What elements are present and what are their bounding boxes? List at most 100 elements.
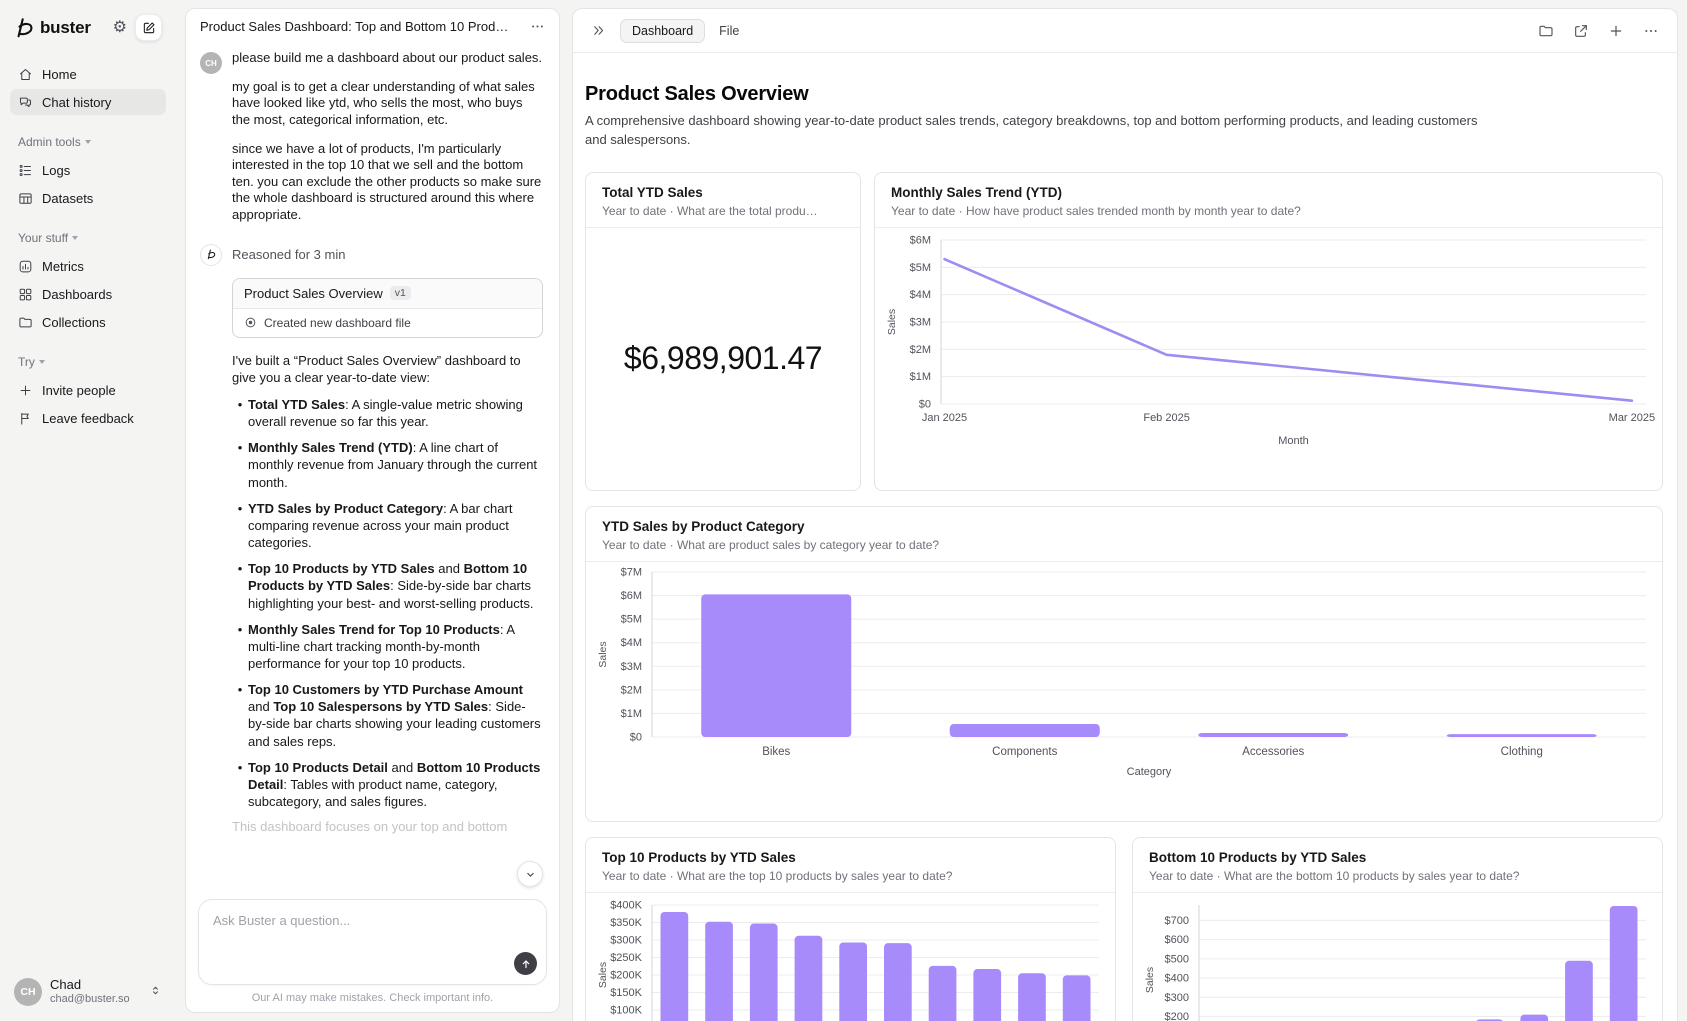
svg-text:$350K: $350K: [610, 917, 642, 929]
svg-text:Jan 2025: Jan 2025: [922, 412, 967, 424]
total-ytd-sales-card: Total YTD Sales Year to date · What are …: [585, 171, 861, 491]
svg-text:$700: $700: [1165, 915, 1189, 927]
message-paragraph: please build me a dashboard about our pr…: [232, 50, 543, 65]
chat-menu-button[interactable]: [530, 19, 545, 34]
main-toolbar: Dashboard File: [573, 9, 1677, 53]
total-ytd-sales-value: $6,989,901.47: [623, 340, 823, 377]
sidebar-item-label: Chat history: [42, 94, 112, 110]
card-subtitle: Year to date · What are product sales by…: [602, 538, 940, 553]
sidebar-item-home[interactable]: Home: [10, 61, 166, 87]
add-icon[interactable]: [1608, 23, 1624, 39]
sidebar-item-collections[interactable]: Collections: [10, 309, 166, 335]
more-options-icon[interactable]: [1643, 23, 1659, 39]
arrow-up-icon: [522, 959, 529, 968]
scroll-fade: [186, 847, 559, 893]
settings-gear-icon[interactable]: ⚙: [112, 18, 127, 36]
chat-bullet-item: • Monthly Sales Trend (YTD): A line chart…: [237, 440, 538, 490]
sidebar-item-chat-history[interactable]: Chat history: [10, 89, 166, 115]
svg-text:$2M: $2M: [910, 344, 931, 356]
sidebar-item-dashboards[interactable]: Dashboards: [10, 281, 166, 307]
new-chat-button[interactable]: [135, 14, 162, 41]
sidebar-item-datasets[interactable]: Datasets: [10, 185, 166, 211]
ytd-sales-by-category-card: YTD Sales by Product Category Year to da…: [585, 505, 1663, 822]
main-panel: Dashboard File Product Sales Overview A …: [572, 8, 1678, 1021]
logo-text: buster: [40, 17, 91, 37]
chat-panel: Product Sales Dashboard: Top and Bottom …: [185, 8, 560, 1013]
chat-bullet-item: • Top 10 Customers by YTD Purchase Amount…: [237, 682, 541, 749]
assistant-fading-text: This dashboard focuses on your top and b…: [232, 819, 508, 835]
chat-scroll-area[interactable]: CH please build me a dashboard about our…: [186, 42, 559, 893]
message-paragraph: since we have a lot of products, I'm par…: [232, 140, 542, 223]
sidebar-item-label: Invite people: [42, 382, 116, 398]
dashboard-file-card[interactable]: Product Sales Overview v1 Created new da…: [232, 277, 543, 338]
home-icon: [18, 67, 33, 82]
sidebar: buster ⚙ Home Chat history Admin tools Log…: [0, 0, 176, 1021]
svg-text:$200K: $200K: [610, 970, 642, 982]
section-header[interactable]: Admin tools: [10, 135, 166, 149]
svg-text:Bikes: Bikes: [762, 746, 790, 758]
svg-text:$200: $200: [1165, 1011, 1189, 1021]
svg-text:$100K: $100K: [610, 1005, 642, 1017]
svg-text:$2M: $2M: [621, 685, 642, 697]
monthly-sales-trend-card: Monthly Sales Trend (YTD) Year to date ·…: [874, 171, 1663, 491]
sidebar-item-label: Leave feedback: [42, 410, 134, 426]
svg-text:Feb 2025: Feb 2025: [1143, 412, 1189, 424]
svg-text:Sales: Sales: [597, 642, 609, 668]
section-header[interactable]: Try: [10, 355, 166, 369]
version-badge: v1: [389, 286, 411, 301]
reasoning-row[interactable]: Reasoned for 3 min: [200, 243, 543, 266]
collapse-sidebar-icon[interactable]: [591, 23, 606, 38]
svg-text:Mar 2025: Mar 2025: [1609, 412, 1655, 424]
chat-bullet-item: • Top 10 Products Detail and Bottom 10 Pr…: [237, 759, 541, 810]
scroll-to-bottom-button[interactable]: [517, 861, 543, 887]
user-name: Chad: [50, 977, 82, 992]
svg-text:$7M: $7M: [621, 567, 642, 579]
tab-file[interactable]: File: [719, 23, 740, 38]
sidebar-item-logs[interactable]: Logs: [10, 157, 166, 183]
message-paragraph: my goal is to get a clear understanding …: [232, 78, 535, 127]
datasets-icon: [18, 191, 33, 206]
share-icon[interactable]: [1573, 23, 1589, 39]
logs-icon: [18, 163, 33, 178]
reasoning-label: Reasoned for 3 min: [232, 247, 346, 263]
sidebar-item-label: Logs: [42, 162, 71, 178]
svg-text:$6M: $6M: [621, 590, 642, 602]
folder-icon[interactable]: [1538, 23, 1554, 39]
sidebar-top: buster ⚙ Home Chat history Admin tools Log…: [10, 10, 166, 433]
chevron-up-down-icon: [149, 984, 162, 1000]
svg-text:$300: $300: [1165, 992, 1189, 1004]
sidebar-section-admin-tools: Admin tools Logs Datasets: [10, 135, 166, 211]
avatar: CH: [14, 978, 42, 1006]
chat-input[interactable]: Ask Buster a question...: [198, 899, 547, 985]
sidebar-item-leave-feedback[interactable]: Leave feedback: [10, 405, 166, 431]
svg-text:Sales: Sales: [886, 309, 898, 335]
buster-logo-icon: [200, 243, 222, 266]
sidebar-item-label: Metrics: [42, 258, 84, 274]
dashboards-icon: [18, 287, 33, 302]
caret-down-icon: [72, 236, 79, 240]
assistant-bullet-list: • Total YTD Sales: A single-value metric …: [232, 396, 543, 810]
user-message: CH please build me a dashboard about our…: [200, 50, 543, 236]
sidebar-section-your-stuff: Your stuff Metrics Dashboards Collections: [10, 231, 166, 335]
card-title: YTD Sales by Product Category: [602, 518, 805, 534]
dashboard-scroll-area[interactable]: Product Sales Overview A comprehensive d…: [573, 53, 1677, 1021]
svg-text:Components: Components: [992, 746, 1057, 758]
svg-text:$0: $0: [630, 732, 642, 744]
chat-input-placeholder: Ask Buster a question...: [213, 913, 351, 928]
svg-text:$150K: $150K: [610, 987, 642, 999]
sidebar-item-metrics[interactable]: Metrics: [10, 253, 166, 279]
svg-text:$600: $600: [1165, 934, 1189, 946]
card-title: Monthly Sales Trend (YTD): [891, 184, 1063, 200]
ellipsis-icon: [532, 25, 543, 28]
send-button[interactable]: [514, 952, 537, 975]
svg-text:Sales: Sales: [1144, 967, 1156, 993]
sidebar-sections: Admin tools Logs Datasets Your stuff Metrics…: [10, 135, 166, 431]
chat-bullet-item: • Monthly Sales Trend for Top 10 Products…: [237, 621, 515, 671]
page-title: Product Sales Overview: [585, 83, 809, 105]
chat-title: Product Sales Dashboard: Top and Bottom …: [200, 19, 515, 34]
section-header[interactable]: Your stuff: [10, 231, 166, 245]
user-menu[interactable]: CH Chad chad@buster.so: [10, 971, 166, 1013]
tab-dashboard[interactable]: Dashboard: [620, 18, 706, 43]
svg-text:Month: Month: [1278, 435, 1309, 447]
sidebar-item-invite-people[interactable]: Invite people: [10, 377, 166, 403]
